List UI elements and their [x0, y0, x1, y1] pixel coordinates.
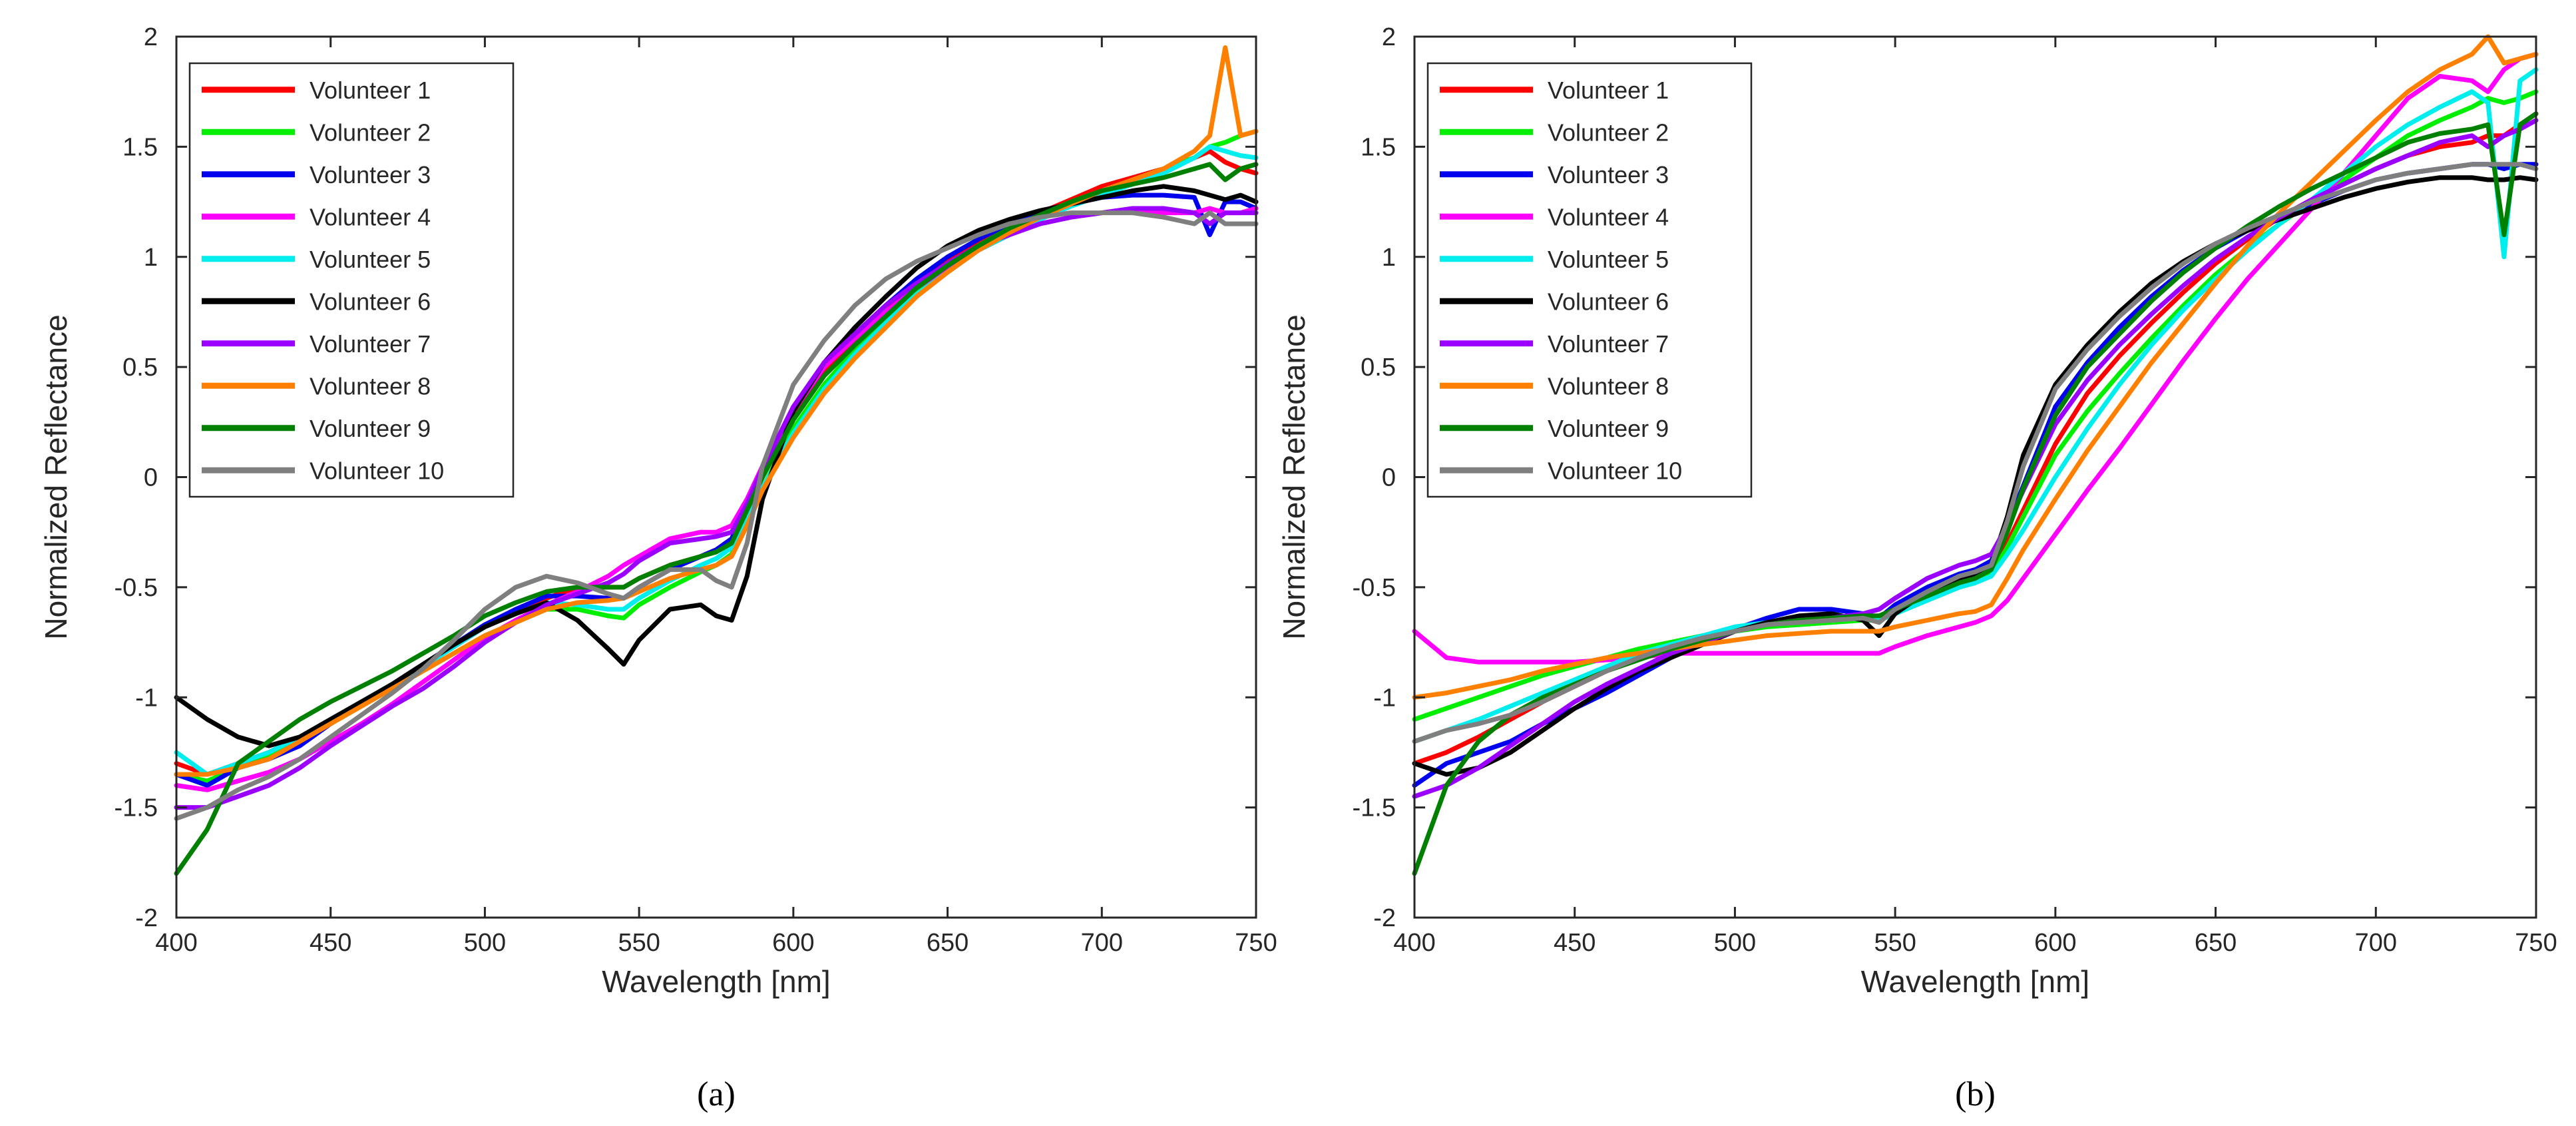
y-tick-label: 0.5: [1361, 354, 1396, 382]
series-line-volunteer-9: [174, 162, 1259, 876]
legend-label-volunteer-7: Volunteer 7: [310, 330, 431, 358]
series-line-volunteer-6: [174, 184, 1259, 748]
legend-label-volunteer-1: Volunteer 1: [1548, 77, 1669, 104]
y-tick-label: -1: [135, 684, 158, 712]
legend-label-volunteer-5: Volunteer 5: [310, 246, 431, 273]
legend-label-volunteer-5: Volunteer 5: [1548, 246, 1669, 273]
x-tick-label: 500: [1714, 929, 1756, 957]
y-tick-label: -2: [135, 904, 158, 932]
x-tick-label: 650: [2195, 929, 2237, 957]
legend-label-volunteer-10: Volunteer 10: [1548, 457, 1682, 484]
x-tick-label: 400: [155, 929, 197, 957]
legend-label-volunteer-4: Volunteer 4: [1548, 203, 1669, 230]
x-tick-label: 450: [310, 929, 351, 957]
y-tick-label: 1: [1382, 244, 1396, 272]
x-axis-label: Wavelength [nm]: [602, 964, 830, 999]
x-tick-label: 550: [618, 929, 660, 957]
y-tick-label: 2: [144, 23, 158, 51]
legend-label-volunteer-6: Volunteer 6: [1548, 288, 1669, 315]
legend-label-volunteer-9: Volunteer 9: [1548, 415, 1669, 442]
y-tick-label: 1.5: [122, 133, 158, 161]
legend-label-volunteer-6: Volunteer 6: [310, 288, 431, 315]
x-tick-label: 500: [464, 929, 506, 957]
y-tick-label: 1: [144, 244, 158, 272]
y-tick-label: -2: [1373, 904, 1396, 932]
subfigure-caption: (a): [697, 1075, 736, 1113]
y-axis-label: Normalized Reflectance: [39, 314, 73, 639]
y-tick-label: -1.5: [114, 794, 158, 822]
y-tick-label: 0: [1382, 464, 1396, 492]
y-tick-label: -0.5: [114, 574, 158, 602]
x-tick-label: 400: [1393, 929, 1435, 957]
series-line-volunteer-8: [1412, 34, 2539, 700]
y-tick-label: -1: [1373, 684, 1396, 712]
y-tick-label: 1.5: [1361, 133, 1396, 161]
x-tick-label: 700: [1081, 929, 1123, 957]
x-tick-label: 750: [1235, 929, 1277, 957]
legend: [188, 62, 515, 498]
y-tick-label: -0.5: [1353, 574, 1396, 602]
legend-label-volunteer-3: Volunteer 3: [310, 161, 431, 188]
legend-label-volunteer-2: Volunteer 2: [310, 119, 431, 146]
y-tick-label: 2: [1382, 23, 1396, 51]
x-tick-label: 600: [772, 929, 814, 957]
legend-label-volunteer-8: Volunteer 8: [310, 372, 431, 400]
y-tick-label: 0: [144, 464, 158, 492]
legend-label-volunteer-9: Volunteer 9: [310, 415, 431, 442]
x-tick-label: 450: [1554, 929, 1596, 957]
x-axis-label: Wavelength [nm]: [1861, 964, 2089, 999]
chart-a: 400 450 500 550 600 650 700 750 -2 -1.5 -1 -0.5 0 0.5…: [39, 23, 1277, 1113]
subfigure-caption: (b): [1955, 1075, 1996, 1113]
y-tick-label: 0.5: [122, 354, 158, 382]
legend-label-volunteer-10: Volunteer 10: [310, 457, 444, 484]
x-tick-label: 750: [2515, 929, 2557, 957]
legend-label-volunteer-4: Volunteer 4: [310, 203, 431, 230]
legend-label-volunteer-8: Volunteer 8: [1548, 372, 1669, 400]
legend: [1426, 62, 1753, 498]
x-tick-label: 650: [927, 929, 968, 957]
series-line-volunteer-5: [1412, 67, 2539, 744]
series-line-volunteer-10: [174, 210, 1259, 821]
series-line-volunteer-7: [1412, 118, 2539, 799]
legend-label-volunteer-7: Volunteer 7: [1548, 330, 1669, 358]
x-tick-label: 550: [1874, 929, 1916, 957]
y-tick-label: -1.5: [1353, 794, 1396, 822]
y-axis-label: Normalized Reflectance: [1277, 314, 1311, 639]
legend-label-volunteer-3: Volunteer 3: [1548, 161, 1669, 188]
x-tick-label: 600: [2034, 929, 2076, 957]
legend-label-volunteer-1: Volunteer 1: [310, 77, 431, 104]
series-line-volunteer-10: [1412, 162, 2539, 744]
x-tick-label: 700: [2355, 929, 2397, 957]
chart-b: 400 450 500 550 600 650 700 750 -2 -1.5 -1 -0.5 0 0.5…: [1277, 23, 2557, 1113]
legend-label-volunteer-2: Volunteer 2: [1548, 119, 1669, 146]
